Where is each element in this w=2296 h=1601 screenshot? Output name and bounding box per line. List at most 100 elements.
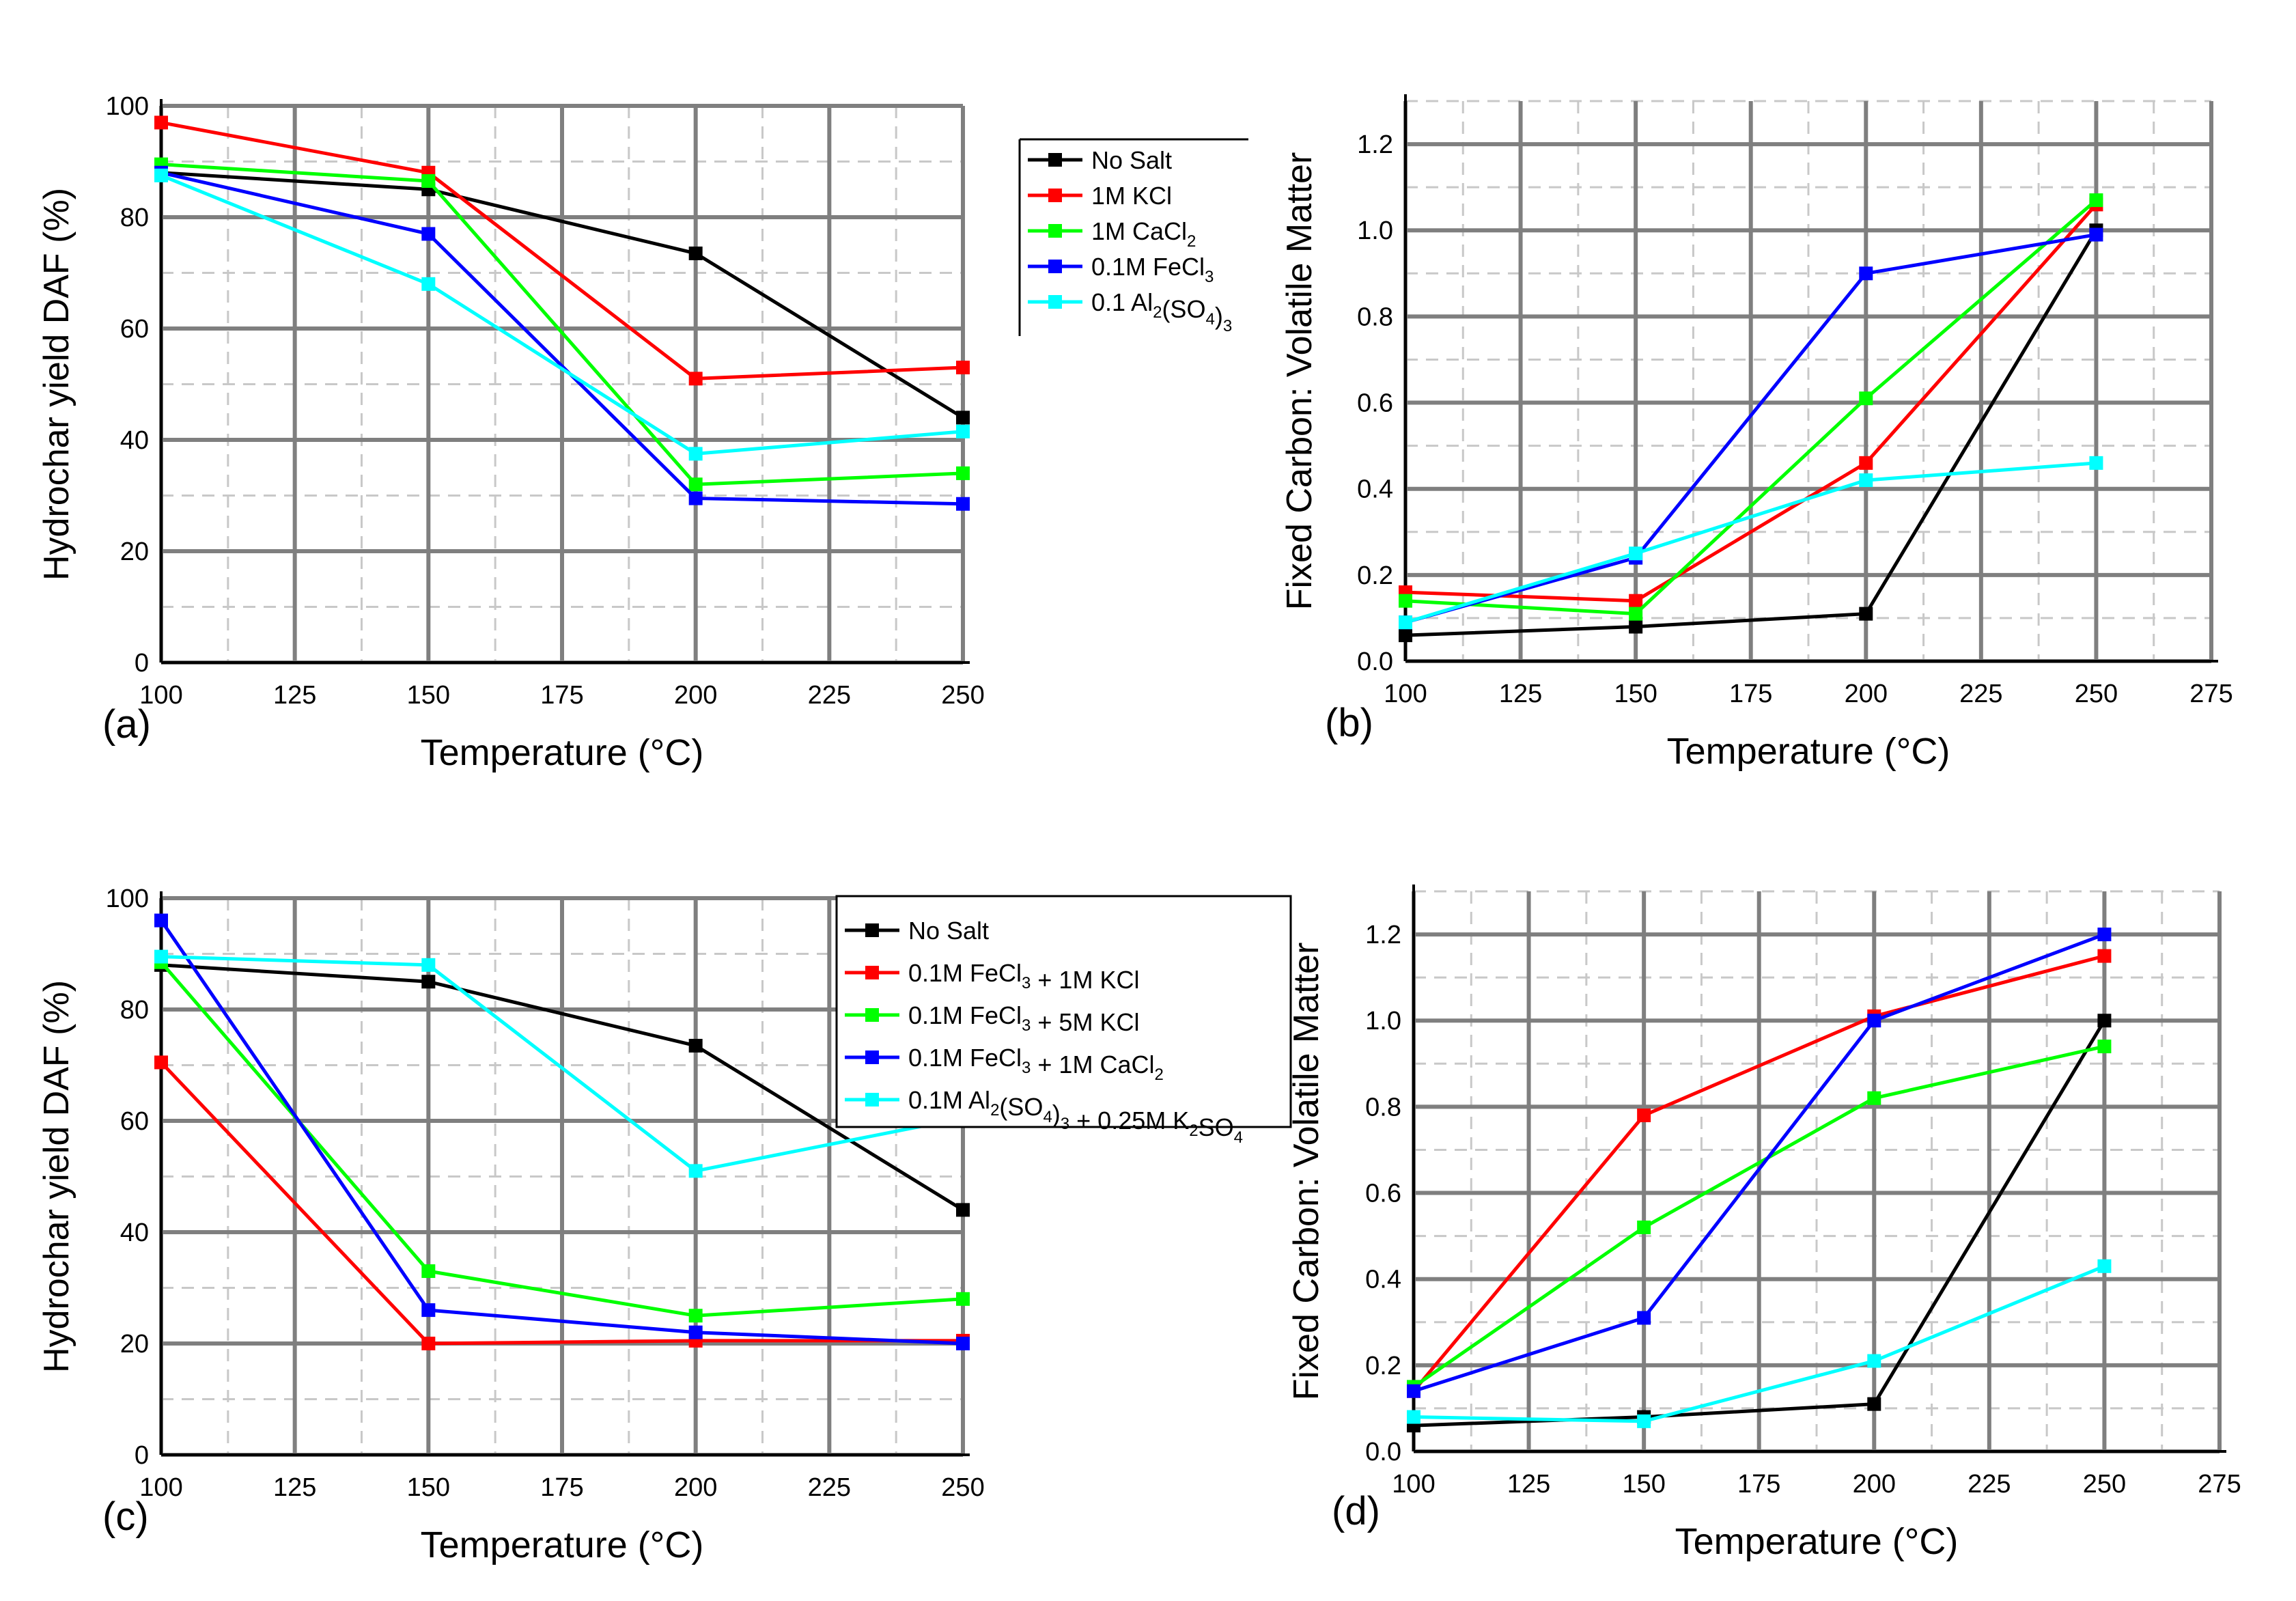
y-tick-label: 100: [106, 885, 149, 913]
data-point: [688, 1038, 703, 1053]
y-tick-label: 0.2: [1357, 561, 1393, 590]
legend-label: 0.1M FeCl3 + 1M CaCl2: [908, 1044, 1164, 1084]
series-line: [1412, 1044, 2105, 1389]
x-tick-label: 200: [674, 1473, 717, 1502]
data-point: [688, 1325, 703, 1339]
x-tick-label: 125: [273, 681, 316, 710]
y-tick-label: 1.2: [1357, 130, 1393, 159]
gridlines: [159, 104, 965, 665]
legend-label: 1M CaCl2: [1091, 217, 1196, 251]
series-2: [1399, 193, 2103, 621]
x-tick-label: 250: [941, 681, 984, 710]
data-point: [1867, 1014, 1881, 1028]
data-point: [688, 491, 703, 505]
data-point: [1407, 1410, 1420, 1424]
data-point: [154, 1055, 168, 1070]
series-4: [1399, 456, 2103, 630]
data-point: [1629, 607, 1643, 621]
data-point: [1867, 1354, 1881, 1368]
x-tick-label: 275: [2198, 1470, 2241, 1499]
data-point: [1629, 619, 1643, 634]
data-point: [154, 168, 168, 182]
y-tick-label: 0: [135, 1441, 149, 1470]
x-tick-label: 250: [2075, 680, 2118, 708]
x-tick-label: 150: [1622, 1470, 1665, 1499]
data-point: [956, 424, 970, 438]
panel-label: (d): [1332, 1489, 1380, 1533]
x-tick-label: 175: [540, 681, 583, 710]
legend-label: 0.1M FeCl3: [1091, 253, 1214, 286]
chart-panel-a: 100 125 150 175 200 225 250 0 20 40 60 80 100 Tempera…: [37, 92, 1248, 773]
series-4: [1407, 1259, 2112, 1428]
series-3: [154, 913, 970, 1350]
data-point: [688, 1164, 703, 1178]
x-tick-label: 125: [273, 1473, 316, 1502]
series-line: [160, 171, 964, 506]
data-point: [688, 246, 703, 260]
data-point: [421, 1303, 436, 1318]
legend-label: No Salt: [908, 917, 989, 945]
series-line: [1413, 1019, 2106, 1428]
series-line: [1405, 233, 2097, 624]
y-tick-label: 0.4: [1365, 1266, 1401, 1294]
legend-label: 0.1M FeCl3 + 1M KCl: [908, 959, 1139, 994]
data-point: [956, 410, 970, 425]
x-tick-label: 225: [1959, 680, 2002, 708]
data-point: [688, 1309, 703, 1323]
data-point: [2097, 949, 2112, 963]
data-point: [421, 174, 436, 189]
series-1: [154, 115, 970, 386]
panel-label: (b): [1325, 701, 1373, 745]
data-point: [2089, 456, 2103, 470]
x-tick-label: 100: [139, 681, 182, 710]
legend-label: 1M KCl: [1091, 182, 1172, 210]
x-axis-title: Temperature (°C): [421, 1525, 704, 1565]
x-tick-label: 125: [1507, 1470, 1550, 1499]
legend-marker: [1048, 295, 1062, 309]
y-tick-label: 0.4: [1357, 475, 1393, 504]
series-line: [1405, 461, 2097, 624]
legend-marker: [865, 966, 879, 979]
data-point: [1637, 1109, 1651, 1122]
x-tick-label: 275: [2189, 680, 2232, 708]
data-point: [1859, 456, 1873, 470]
y-tick-label: 80: [120, 204, 149, 232]
y-tick-label: 1.0: [1357, 217, 1393, 245]
series-line: [160, 163, 964, 486]
y-tick-label: 40: [120, 426, 149, 455]
x-tick-label: 175: [1729, 680, 1772, 708]
x-tick-label: 225: [1968, 1470, 2011, 1499]
y-tick-label: 40: [120, 1219, 149, 1247]
data-point: [2097, 928, 2112, 942]
legend-marker: [1048, 189, 1062, 202]
gridlines: [1412, 890, 2222, 1453]
data-point: [421, 1264, 436, 1279]
x-tick-label: 150: [1614, 680, 1657, 708]
data-point: [956, 1292, 970, 1306]
series-0: [1399, 223, 2103, 643]
series-line: [159, 919, 964, 1346]
data-point: [1867, 1091, 1881, 1105]
y-tick-label: 0.0: [1365, 1438, 1401, 1466]
data-point: [1859, 391, 1873, 406]
x-tick-label: 250: [941, 1473, 984, 1502]
data-point: [1859, 266, 1873, 281]
series-line: [1412, 954, 2105, 1393]
data-point: [2089, 193, 2103, 208]
x-axis-title: Temperature (°C): [1667, 731, 1950, 772]
data-point: [956, 466, 970, 480]
y-tick-label: 1.0: [1365, 1007, 1401, 1035]
y-tick-label: 0: [135, 649, 149, 678]
series-line: [1413, 1264, 2105, 1423]
x-tick-label: 150: [407, 681, 450, 710]
y-tick-label: 0.0: [1357, 648, 1393, 676]
series-line: [1405, 203, 2098, 603]
data-point: [956, 497, 970, 511]
data-point: [154, 115, 168, 130]
data-point: [1859, 607, 1873, 621]
y-axis-title: Fixed Carbon: Volatile Matter: [1287, 943, 1326, 1401]
x-tick-label: 225: [808, 681, 851, 710]
y-tick-label: 0.6: [1357, 389, 1393, 418]
